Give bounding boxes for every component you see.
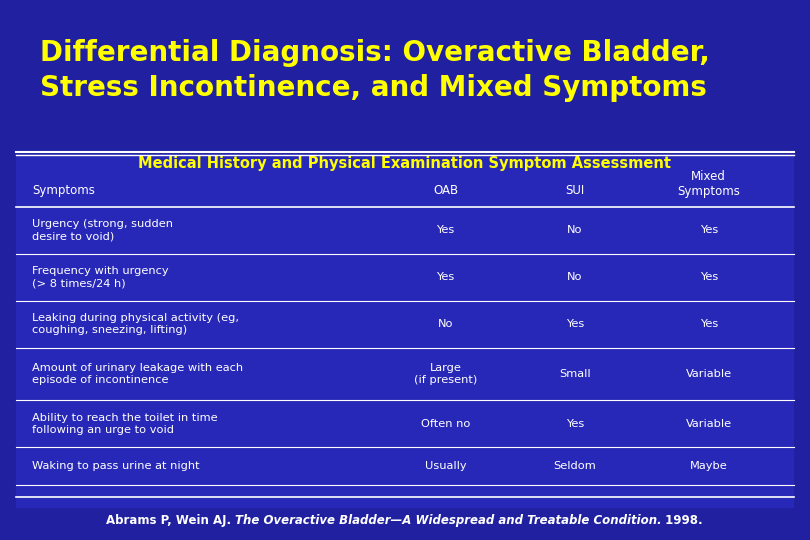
Text: No: No: [567, 272, 583, 282]
Text: Maybe: Maybe: [690, 461, 727, 471]
Text: No: No: [567, 225, 583, 235]
Text: Medical History and Physical Examination Symptom Assessment: Medical History and Physical Examination…: [139, 156, 671, 171]
Text: Yes: Yes: [566, 418, 584, 429]
Text: Yes: Yes: [700, 319, 718, 329]
Text: Yes: Yes: [566, 319, 584, 329]
Text: Symptoms: Symptoms: [32, 184, 96, 197]
Text: The Overactive Bladder—A Widespread and Treatable Condition.: The Overactive Bladder—A Widespread and …: [235, 514, 662, 526]
Text: Seldom: Seldom: [554, 461, 596, 471]
Text: Large
(if present): Large (if present): [414, 363, 477, 385]
Text: Ability to reach the toilet in time
following an urge to void: Ability to reach the toilet in time foll…: [32, 413, 218, 435]
Text: Yes: Yes: [700, 272, 718, 282]
Text: Often no: Often no: [421, 418, 470, 429]
Text: No: No: [437, 319, 454, 329]
Text: Variable: Variable: [686, 369, 731, 379]
Text: Yes: Yes: [437, 225, 454, 235]
Text: Small: Small: [559, 369, 591, 379]
Text: Leaking during physical activity (eg,
coughing, sneezing, lifting): Leaking during physical activity (eg, co…: [32, 313, 240, 335]
Text: Differential Diagnosis: Overactive Bladder,
Stress Incontinence, and Mixed Sympt: Differential Diagnosis: Overactive Bladd…: [40, 39, 710, 102]
Text: Urgency (strong, sudden
desire to void): Urgency (strong, sudden desire to void): [32, 219, 173, 241]
Text: 1998.: 1998.: [662, 514, 703, 526]
Text: Yes: Yes: [437, 272, 454, 282]
Text: Amount of urinary leakage with each
episode of incontinence: Amount of urinary leakage with each epis…: [32, 363, 244, 385]
Text: Abrams P, Wein AJ.: Abrams P, Wein AJ.: [105, 514, 235, 526]
Text: SUI: SUI: [565, 184, 585, 197]
Text: Waking to pass urine at night: Waking to pass urine at night: [32, 461, 200, 471]
Text: Frequency with urgency
(> 8 times/24 h): Frequency with urgency (> 8 times/24 h): [32, 266, 169, 288]
Text: Usually: Usually: [424, 461, 467, 471]
FancyBboxPatch shape: [16, 154, 794, 508]
Text: Mixed
Symptoms: Mixed Symptoms: [677, 170, 740, 198]
Text: Yes: Yes: [700, 225, 718, 235]
Text: Variable: Variable: [686, 418, 731, 429]
Text: OAB: OAB: [433, 184, 458, 197]
